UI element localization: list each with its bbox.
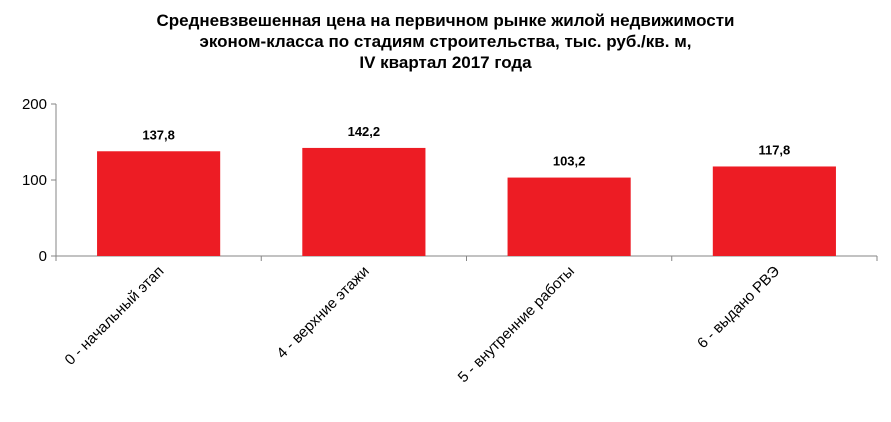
chart-title-line-3: IV квартал 2017 года xyxy=(359,53,532,72)
bar xyxy=(507,177,631,256)
x-category-label: 0 - начальный этап xyxy=(62,263,168,369)
bar-value-label: 137,8 xyxy=(142,127,175,142)
bars xyxy=(97,147,836,256)
y-tick-label: 0 xyxy=(39,248,47,265)
chart-title: Средневзвешенная цена на первичном рынке… xyxy=(0,10,891,73)
bar-value-label: 103,2 xyxy=(553,154,586,169)
chart-title-line-1: Средневзвешенная цена на первичном рынке… xyxy=(156,11,735,30)
y-tick-label: 100 xyxy=(22,172,47,189)
bar-value-label: 117,8 xyxy=(758,142,790,157)
bar-value-label: 142,2 xyxy=(348,124,381,139)
x-category-label: 5 - внутренние работы xyxy=(455,263,578,386)
y-tick-label: 200 xyxy=(22,96,47,113)
bar xyxy=(302,147,426,256)
x-category-label: 4 - верхние этажи xyxy=(273,263,372,362)
bar xyxy=(97,151,221,256)
x-category-label: 6 - выдано РВЭ xyxy=(694,263,783,352)
chart-title-line-2: эконом-класса по стадиям строительства, … xyxy=(199,32,692,51)
bar xyxy=(712,166,836,256)
